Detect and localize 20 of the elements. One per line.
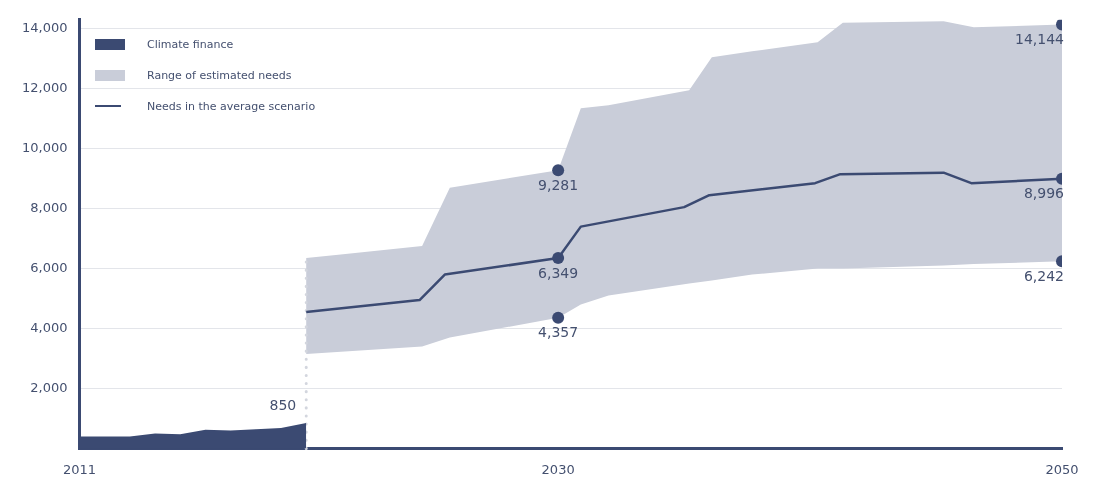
annotation: 6,349 xyxy=(538,264,579,281)
x-tick-label: 2050 xyxy=(1045,461,1079,477)
y-tick-label: 4,000 xyxy=(30,319,68,335)
legend-label: Climate finance xyxy=(147,37,234,51)
legend-label: Range of estimated needs xyxy=(147,68,292,82)
y-tick-label: 8,000 xyxy=(30,200,68,215)
annotation: 4,357 xyxy=(538,324,579,341)
y-tick-label: 12,000 xyxy=(21,80,68,96)
y-tick-label: 10,000 xyxy=(21,140,68,156)
annotation: 9,281 xyxy=(538,176,579,193)
annotation: 14,144 xyxy=(1015,31,1065,48)
legend-label: Needs in the average scenario xyxy=(147,99,316,113)
annotation: 8,996 xyxy=(1023,185,1065,202)
annotation: 6,242 xyxy=(1023,267,1064,284)
annotation: 850 xyxy=(269,396,297,413)
x-tick-label: 2011 xyxy=(62,461,97,477)
x-tick-label: 2030 xyxy=(541,461,575,477)
y-tick-label: 2,000 xyxy=(30,379,68,395)
y-tick-label: 14,000 xyxy=(21,20,68,36)
y-tick-label: 6,000 xyxy=(30,259,68,275)
